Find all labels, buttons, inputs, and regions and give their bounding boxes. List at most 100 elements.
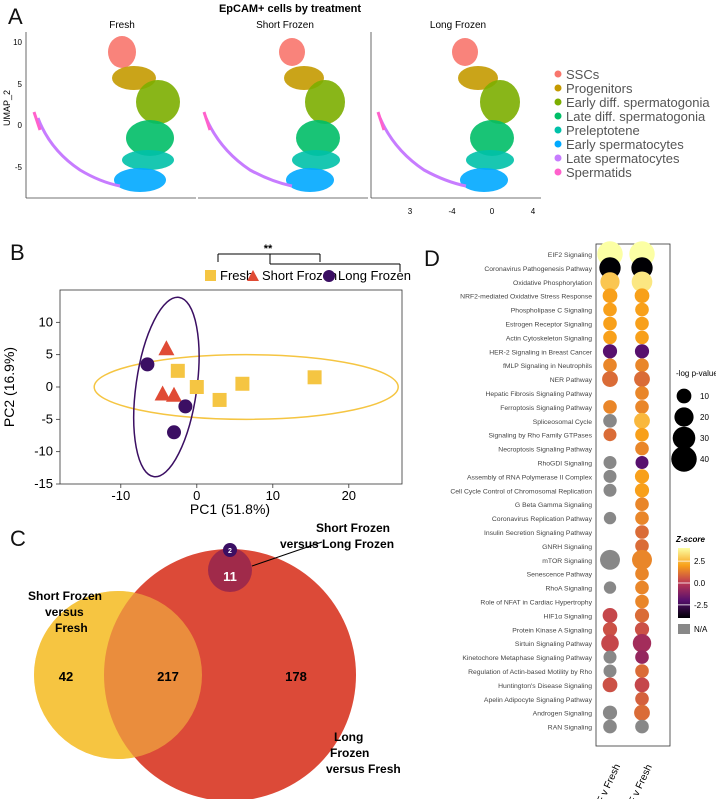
pathway-label: Sirtuin Signaling Pathway [515,641,593,648]
dot-plot-border [595,243,671,747]
legend-dot-spermatids [554,168,562,176]
size-legend-title: -log p-value [676,369,716,378]
umap-xtick: 3 [408,207,413,216]
legend-dot-ssc [554,70,562,78]
pathway-label: Regulation of Actin-based Motility by Rh… [468,669,592,676]
pathway-label: mTOR Signaling [542,558,592,565]
dot-sf-v-fresh [602,705,618,720]
cluster-early-spermatocytes [460,168,508,192]
pathway-label: Oxidative Phosphorylation [513,280,592,287]
pca-point-long-frozen [167,425,181,440]
legend-label: Late spermatocytes [566,151,680,166]
dot-lf-v-fresh [634,622,650,637]
pca-plot-border [59,289,403,485]
dot-lf-v-fresh [635,497,649,512]
dot-lf-v-fresh [635,650,649,664]
dot-sf-v-fresh [603,358,617,373]
cluster-ssc [279,38,305,66]
cluster-ssc [108,36,136,68]
pca-point-short-frozen [158,340,175,356]
dot-sf-v-fresh [603,650,617,664]
venn-label-lf-fresh: Long [334,730,363,744]
dot-lf-v-fresh [635,427,649,442]
dot-sf-v-fresh [600,549,620,570]
pca-point-long-frozen [178,399,193,414]
umap-ytick: -5 [15,163,23,172]
pathway-label: RhoGDI Signaling [538,461,593,468]
legend-dot-early-diff [554,98,562,106]
ipa-column-label-lf: LF v Fresh [625,763,655,799]
umap-facet-fresh-clusters [32,36,180,192]
pca-significance-bracket: ** [217,243,401,272]
dot-lf-v-fresh [631,271,653,293]
umap-xtick: 4 [531,207,536,216]
size-legend-dot [676,388,692,404]
dot-lf-v-fresh [634,469,650,484]
dot-lf-v-fresh [634,704,650,721]
pathway-label: Role of NFAT in Cardiac Hypertrophy [480,600,592,607]
umap-title: EpCAM+ cells by treatment [219,3,361,15]
cluster-ssc [452,38,478,66]
pathway-label: fMLP Signaling in Neutrophils [503,363,593,370]
pca-ytick-label: 5 [46,347,53,362]
legend-dot-early-spermatocytes [554,140,562,148]
pathway-label: Estrogen Receptor Signaling [505,322,592,329]
venn-circle-sf-lf [208,548,252,592]
dot-lf-v-fresh [635,566,649,581]
dot-sf-v-fresh [602,677,618,693]
cluster-preleptotene [122,150,174,170]
pathway-label: Spliceosomal Cycle [533,419,593,426]
pca-point-short-frozen [166,386,182,402]
dot-lf-v-fresh [635,719,649,734]
size-legend-dot [674,407,694,427]
pca-point-short-frozen [154,385,171,401]
pathway-label: G Beta Gamma Signaling [515,502,592,509]
ipa-column-label-sf: SF v Fresh [592,762,623,799]
umap-xtick: 0 [490,207,495,216]
dot-lf-v-fresh [635,525,649,539]
cluster-late-diff [296,120,340,156]
pca-ytick-label: -5 [41,411,53,426]
umap-ytick: 10 [13,38,22,47]
size-legend-label: 20 [700,413,709,422]
legend-label: Short Frozen [262,268,337,283]
pathway-label: Apelin Adipocyte Signaling Pathway [484,697,593,704]
panel-label-c: C [10,526,26,551]
pca-xtick-label: 20 [342,488,356,503]
pca-point-fresh [235,376,250,391]
legend-dot-progenitors [554,84,562,92]
venn-diagram: 2 11 42 217 178 Short Frozen versus Long… [28,521,401,799]
color-legend-label: 2.5 [694,557,706,566]
cluster-late-diff [470,120,514,156]
pca-point-fresh [170,363,185,378]
legend-dot-late-spermatocytes [554,154,562,162]
cluster-late-spermatocytes [204,117,293,188]
legend-dot-preleptotene [554,126,562,134]
pca-ytick-label: -15 [34,476,53,491]
pathway-label: Actin Cytoskeleton Signaling [506,335,592,342]
umap-facet-long-frozen-clusters [376,38,520,192]
pca-point-long-frozen [140,357,155,372]
pca-point-fresh [307,370,322,385]
size-legend-label: 30 [700,434,709,443]
dot-lf-v-fresh [635,691,649,706]
dot-lf-v-fresh [635,400,649,414]
panel-label-a: A [8,4,23,29]
pca-point-fresh [212,392,227,407]
legend-dot-late-diff [554,112,562,120]
legend-label: Fresh [220,268,253,283]
cluster-late-diff [126,120,174,156]
pca-xtick-label: 0 [193,488,200,503]
cluster-early-diff [136,80,180,124]
umap-clusters [32,36,520,192]
pathway-label: Coronavirus Pathogenesis Pathway [484,266,592,273]
dot-sf-v-fresh [603,511,617,525]
venn-label-sf-fresh: versus [45,605,84,619]
legend-label: Preleptotene [566,123,640,138]
pca-ellipse-fresh [93,353,399,421]
dot-lf-v-fresh [634,412,650,429]
venn-count-sf-only: 42 [59,669,73,684]
pathway-label: Senescence Pathway [527,572,593,579]
dot-sf-v-fresh [603,469,617,483]
venn-label-sf-lf: versus Long Frozen [280,537,394,551]
